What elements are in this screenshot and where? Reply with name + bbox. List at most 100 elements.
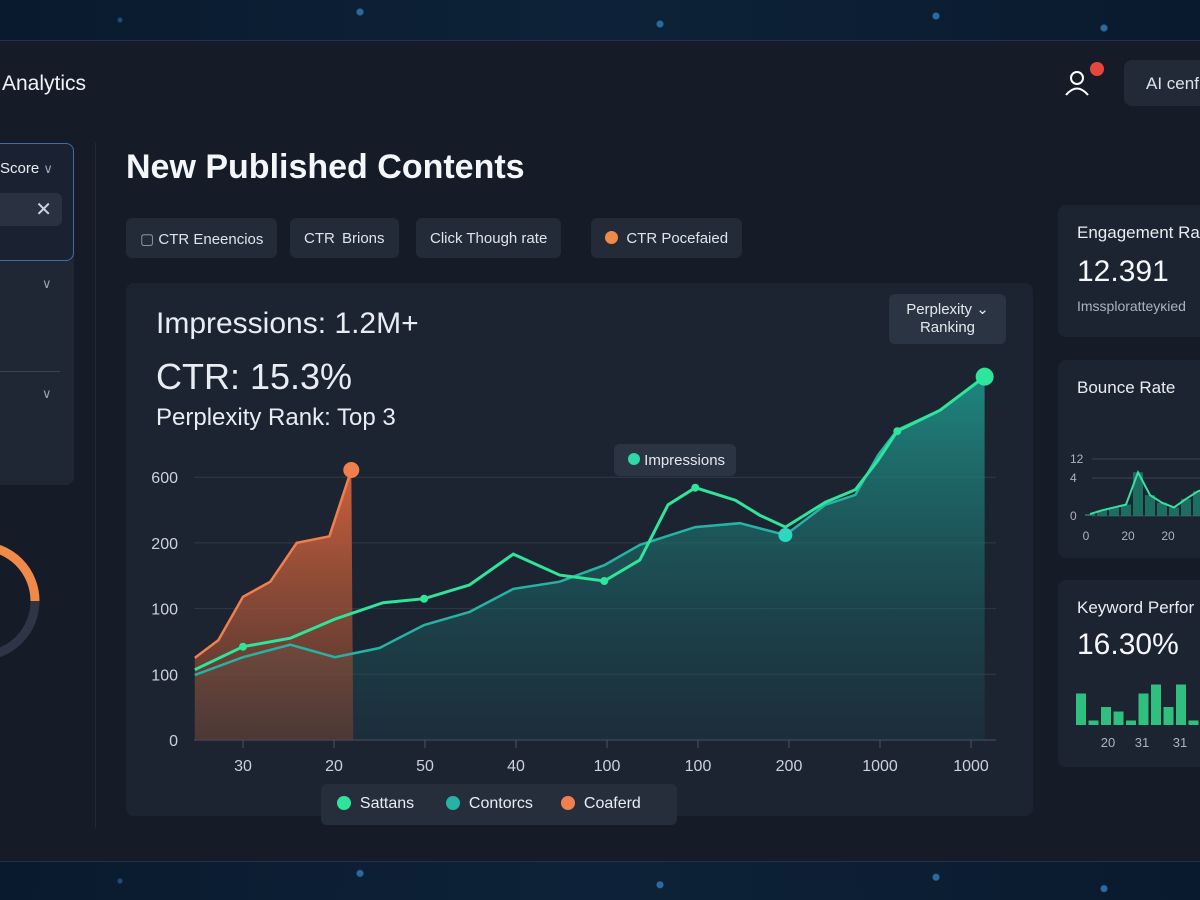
legend-label: Coaferd xyxy=(583,795,641,812)
x-tick-label: 20 xyxy=(1121,529,1135,543)
bounce-line xyxy=(1089,469,1200,516)
card-value: 16.30% xyxy=(1077,628,1179,661)
coaferd-area xyxy=(194,470,354,740)
x-tick-label: 20 xyxy=(325,758,343,775)
bounce-bar xyxy=(1169,507,1179,516)
gauge-chart xyxy=(0,544,40,658)
x-tick-label: 31 xyxy=(1173,735,1187,750)
card-title: Bounce Rate xyxy=(1077,378,1176,397)
legend-item[interactable]: Coaferd xyxy=(561,795,641,813)
bounce-bar xyxy=(1097,510,1107,516)
card-value: 12.391 xyxy=(1077,255,1169,288)
keyword-bar xyxy=(1101,707,1111,725)
sattans-point xyxy=(239,642,247,651)
x-tick-label: 100 xyxy=(685,758,712,775)
legend-item[interactable]: Contorcs xyxy=(446,795,533,813)
chip-label: CTR Pocefaied xyxy=(626,230,729,247)
bounce-bar xyxy=(1145,495,1155,516)
keyword-bar xyxy=(1113,711,1124,725)
x-tick-label: 40 xyxy=(507,758,525,775)
divider xyxy=(0,371,60,372)
sattans-point xyxy=(893,427,902,436)
bounce-bar xyxy=(1109,507,1119,516)
chevron-down-icon: ∨ xyxy=(43,161,53,176)
ctr-metric: CTR: 15.3% xyxy=(156,356,353,397)
network-background-bottom xyxy=(0,862,1200,900)
x-tick-label: 200 xyxy=(776,758,803,775)
keyword-bar xyxy=(1076,693,1086,725)
engagement-card: Engagement Ra 12.391 Imssploratteyĸied xyxy=(1058,205,1200,337)
y-tick-label: 4 xyxy=(1070,471,1077,485)
filter-chip[interactable]: CTR Pocefaied xyxy=(591,218,743,258)
x-tick-label: 30 xyxy=(234,758,252,775)
bounce-chart: 0 4 12 0 20 20 xyxy=(1070,452,1200,543)
notification-badge xyxy=(1090,62,1104,76)
line-chart: 0 100 100 200 600 30 20 50 40 100 100 200 1000 1000 xyxy=(151,367,996,775)
tooltip-text: Impressions xyxy=(644,452,726,469)
keyword-bar xyxy=(1088,720,1099,725)
contorcs-point xyxy=(778,528,793,543)
sattans-line xyxy=(194,375,986,672)
chip-label: CTR Brions xyxy=(304,230,385,247)
clear-field[interactable]: ✕ xyxy=(0,193,62,226)
keyword-bar xyxy=(1163,707,1174,725)
ranking-dropdown[interactable]: Perplexity ⌄ Ranking xyxy=(889,294,1006,344)
y-tick-label: 100 xyxy=(151,602,178,619)
divider xyxy=(95,143,96,828)
sattans-point xyxy=(975,367,994,386)
keyword-bar xyxy=(1138,693,1149,725)
y-tick-label: 0 xyxy=(169,733,178,750)
close-icon[interactable]: ✕ xyxy=(35,199,52,221)
bounce-bar xyxy=(1157,502,1167,516)
contorcs-line xyxy=(194,375,986,677)
folder-icon: ▢ xyxy=(140,231,155,248)
impressions-tooltip: Impressions xyxy=(614,444,736,476)
chevron-down-icon[interactable]: ∨ xyxy=(42,386,52,401)
chip-label: CTR Eneencios xyxy=(158,231,264,248)
gauge-fill xyxy=(0,544,40,602)
app-title: Analytics xyxy=(2,72,87,95)
card-title: Engagement Ra xyxy=(1077,223,1200,242)
keyword-bar xyxy=(1176,684,1186,725)
sattans-point xyxy=(420,594,429,603)
impressions-metric: Impressions: 1.2M+ xyxy=(156,307,419,340)
bounce-bar xyxy=(1181,498,1191,516)
filter-chip[interactable]: Click Though rate xyxy=(416,218,562,258)
chevron-down-icon[interactable]: ∨ xyxy=(42,276,52,291)
keyword-card: Keyword Perfor 16.30% 20 31 31 xyxy=(1058,580,1200,767)
filter-chip[interactable]: ▢ CTR Eneencios xyxy=(126,218,278,258)
keyword-bar xyxy=(1188,720,1199,725)
sattans-point xyxy=(600,577,609,586)
x-tick-label: 100 xyxy=(594,758,621,775)
chip-label: Click Though rate xyxy=(430,230,548,247)
bounce-bar xyxy=(1121,504,1131,516)
page-title: New Published Contents xyxy=(126,148,525,186)
x-tick-label: 0 xyxy=(1083,529,1090,543)
x-tick-label: 20 xyxy=(1161,529,1175,543)
sattans-point xyxy=(691,483,700,492)
score-text: Score xyxy=(0,160,40,177)
ai-button[interactable]: AI cenf xyxy=(1124,60,1200,106)
card-subtitle: Imssploratteyĸied xyxy=(1077,298,1186,314)
x-tick-label: 1000 xyxy=(862,758,898,775)
user-icon[interactable] xyxy=(1062,68,1092,98)
card-title: Keyword Perfor xyxy=(1077,598,1195,617)
score-label[interactable]: Score ∨ xyxy=(0,160,53,177)
y-tick-label: 0 xyxy=(1070,509,1077,523)
legend-label: Contorcs xyxy=(468,795,533,812)
legend-item[interactable]: Sattans xyxy=(337,795,414,813)
legend-dot-icon xyxy=(337,796,351,810)
legend-dot-icon xyxy=(561,796,575,810)
x-tick-label: 1000 xyxy=(953,758,989,775)
rank-metric: Perplexity Rank: Top 3 xyxy=(156,404,396,431)
bounce-bar xyxy=(1085,514,1095,516)
coaferd-line xyxy=(194,469,353,659)
keyword-bar xyxy=(1126,720,1136,725)
bounce-bar xyxy=(1193,491,1200,516)
x-tick-label: 50 xyxy=(416,758,434,775)
y-tick-label: 600 xyxy=(151,470,178,487)
filter-chip[interactable]: CTR Brions xyxy=(290,218,399,258)
orange-dot-icon xyxy=(605,231,618,244)
contorcs-area xyxy=(194,376,985,740)
chart-card: 0 100 100 200 600 30 20 50 40 100 100 200 1000 1000 xyxy=(126,283,1033,816)
